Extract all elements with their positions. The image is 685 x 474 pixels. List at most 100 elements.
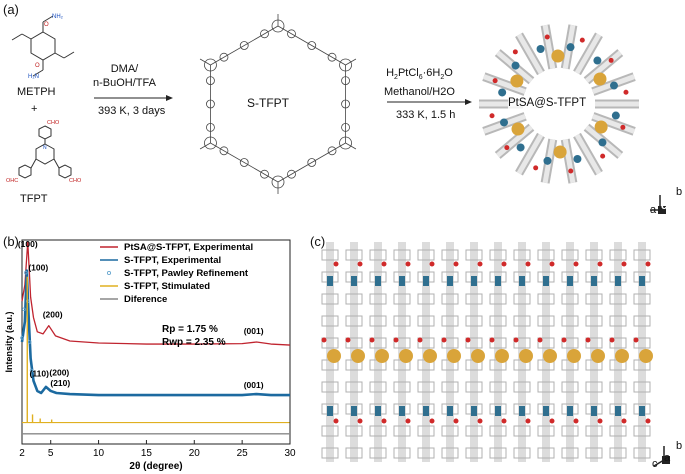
nitrogen-atom [498,88,507,97]
stack-ring [537,249,555,261]
peak-annotation: (100) [28,263,48,273]
ring-unit [287,169,296,179]
stack-oxygen [321,337,327,343]
stack-ring [369,381,387,393]
peak-annotation: (110) [30,369,50,379]
stack-ring [489,381,507,393]
stack-ring [609,425,627,437]
stack-oxygen [525,418,531,424]
stack-oxygen [345,337,351,343]
stack-ring [345,249,363,261]
oxygen-atom [623,89,629,95]
pawley-point [29,368,34,373]
stack-oxygen [597,261,603,267]
axes-triad-c [653,446,670,467]
stack-ring [609,381,627,393]
stack-pt-atom [543,349,557,363]
stack-oxygen [501,261,507,267]
stack-ring [513,249,531,261]
reactant-tfpt: TFPT [20,193,48,205]
stack-ring [585,293,603,305]
stack-ring [561,381,579,393]
x-tick-label: 30 [284,448,296,459]
stack-ring [633,425,651,437]
stack-ring [441,293,459,305]
stack-oxygen [537,337,543,343]
oxygen-atom [608,57,614,63]
stack-nitrogen [495,276,501,286]
pore-spoke-highlight [482,74,527,95]
stack-ring [489,337,507,349]
stack-oxygen [405,261,411,267]
stack-ring [489,249,507,261]
stack-nitrogen [567,406,573,416]
stacked-framework-view [321,242,653,462]
stack-ring [513,293,531,305]
stack-oxygen [501,418,507,424]
stack-ring [465,315,483,327]
ring-unit [341,123,350,132]
stack-ring [321,337,339,349]
pawley-point [24,270,28,275]
pawley-point [22,307,26,312]
series-line-1 [20,269,290,397]
stack-ring [537,447,555,459]
stack-oxygen [333,261,339,267]
x-tick-label: 25 [237,448,249,459]
stack-nitrogen [375,406,381,416]
stack-pt-atom [567,349,581,363]
nitrogen-atom [611,111,620,120]
step2-line3: 333 K, 1.5 h [396,109,456,121]
ring-unit [327,146,337,156]
stack-ring [513,425,531,437]
stack-nitrogen [567,276,573,286]
stack-ring [585,381,603,393]
ring-unit [307,158,317,167]
stack-ring [345,425,363,437]
stack-ring [441,249,459,261]
stack-ring [537,381,555,393]
stack-nitrogen [399,406,405,416]
stack-nitrogen [423,276,429,286]
oxygen-atom [544,34,550,40]
stack-nitrogen [351,276,357,286]
step1-line2: n-BuOH/TFA [93,77,156,89]
stack-ring [561,447,579,459]
legend-marker [106,270,112,276]
step2-conditions: H2PtCl6·6H2O Methanol/H2O [384,66,455,99]
pore-spoke-highlight [584,50,622,83]
ring-edge [210,142,279,183]
stack-ring [321,315,339,327]
ring-edge [210,25,279,66]
stack-ring [393,315,411,327]
svg-text:CHO: CHO [47,120,60,126]
stack-oxygen [429,261,435,267]
ring-branch [199,58,211,66]
svg-text:O: O [35,63,40,69]
pore-spoke-highlight [542,24,556,69]
stack-ring [561,337,579,349]
stack-oxygen [597,418,603,424]
stack-nitrogen [615,406,621,416]
stack-ring [441,315,459,327]
step1-line3: 393 K, 3 days [98,105,166,117]
stack-ring [633,447,651,459]
oxygen-atom [492,78,498,84]
stack-ring [513,381,531,393]
stack-ring [465,447,483,459]
stack-ring [465,293,483,305]
stack-ring [609,447,627,459]
pore-spoke-highlight [516,33,544,75]
stack-pt-atom [327,349,341,363]
pore-spoke-highlight [562,139,576,184]
stack-nitrogen [639,276,645,286]
stack-oxygen [549,418,555,424]
axis-a-label-a: a [650,204,657,216]
svg-text:OHC: OHC [6,178,18,184]
stat-rp: Rp = 1.75 % [162,324,218,335]
stack-ring [609,293,627,305]
pt-atom [553,145,567,159]
stack-ring [345,381,363,393]
stack-ring [633,315,651,327]
ring-unit [206,123,215,132]
